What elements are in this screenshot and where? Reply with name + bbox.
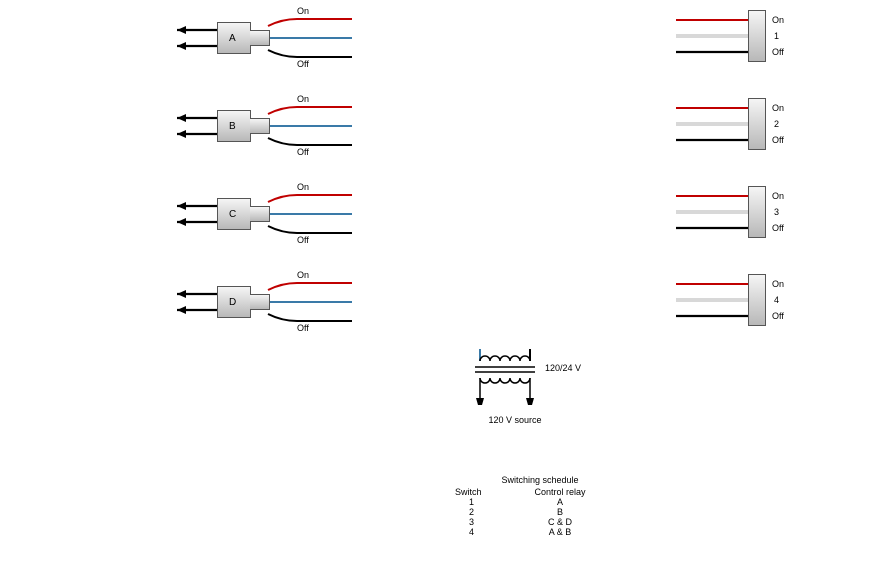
relay-C: C On Off	[172, 182, 372, 246]
switch-4: On 4 Off	[676, 270, 836, 334]
schedule-switch-cell: 1	[455, 497, 510, 507]
switch-off-label: Off	[772, 311, 784, 321]
schedule-row: 4A & B	[455, 527, 625, 537]
schedule-title: Switching schedule	[455, 475, 625, 485]
transformer-source-label: 120 V source	[475, 415, 555, 425]
schedule-relay-cell: C & D	[510, 517, 610, 527]
relay-on-label: On	[297, 6, 309, 16]
schedule-row: 2B	[455, 507, 625, 517]
relay-D: D On Off	[172, 270, 372, 334]
schedule-col2: Control relay	[510, 487, 610, 497]
relay-off-label: Off	[297, 147, 309, 157]
relay-off-label: Off	[297, 59, 309, 69]
switch-on-label: On	[772, 191, 784, 201]
schedule-relay-cell: A	[510, 497, 610, 507]
switch-number: 4	[774, 295, 779, 305]
switch-1: On 1 Off	[676, 6, 836, 70]
schedule-row: 1A	[455, 497, 625, 507]
switch-2: On 2 Off	[676, 94, 836, 158]
switch-off-label: Off	[772, 223, 784, 233]
schedule-switch-cell: 4	[455, 527, 510, 537]
relay-A: A On Off	[172, 6, 372, 70]
transformer: 120/24 V 120 V source	[455, 343, 595, 435]
schedule-col1: Switch	[455, 487, 510, 497]
switch-number: 2	[774, 119, 779, 129]
relay-B: B On Off	[172, 94, 372, 158]
relay-id: D	[229, 297, 236, 308]
switch-number: 1	[774, 31, 779, 41]
switch-number: 3	[774, 207, 779, 217]
relay-on-label: On	[297, 182, 309, 192]
schedule-relay-cell: A & B	[510, 527, 610, 537]
relay-on-label: On	[297, 270, 309, 280]
relay-off-label: Off	[297, 323, 309, 333]
relay-off-label: Off	[297, 235, 309, 245]
schedule-switch-cell: 2	[455, 507, 510, 517]
switch-on-label: On	[772, 15, 784, 25]
relay-id: B	[229, 121, 236, 132]
relay-id: C	[229, 209, 236, 220]
switch-3: On 3 Off	[676, 182, 836, 246]
switching-schedule: Switching schedule Switch Control relay …	[455, 475, 625, 537]
relay-id: A	[229, 33, 236, 44]
transformer-rating: 120/24 V	[545, 363, 595, 373]
schedule-relay-cell: B	[510, 507, 610, 517]
switch-on-label: On	[772, 279, 784, 289]
switch-on-label: On	[772, 103, 784, 113]
schedule-row: 3C & D	[455, 517, 625, 527]
switch-off-label: Off	[772, 47, 784, 57]
schedule-switch-cell: 3	[455, 517, 510, 527]
relay-on-label: On	[297, 94, 309, 104]
switch-off-label: Off	[772, 135, 784, 145]
